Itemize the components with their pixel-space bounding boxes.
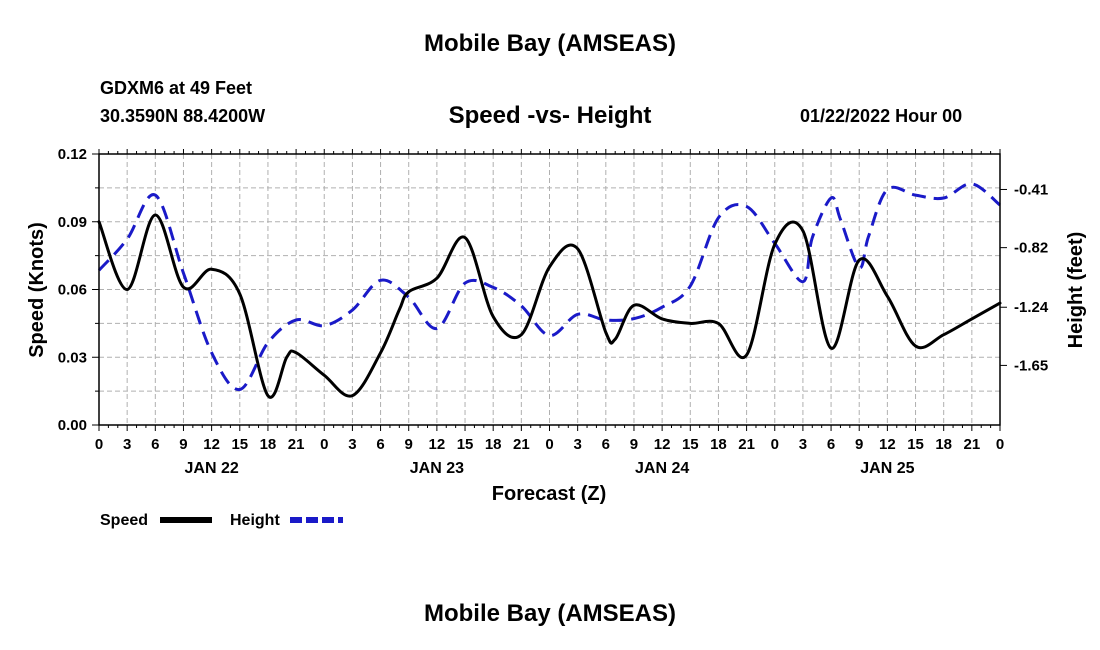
y-tick-label: 0.03	[58, 349, 87, 366]
x-tick-label: 0	[771, 436, 779, 453]
main-title: Mobile Bay (AMSEAS)	[423, 30, 677, 57]
tick-layer	[92, 149, 1007, 431]
day-label: JAN 24	[635, 460, 689, 477]
y-tick-label: 0.12	[58, 146, 87, 163]
x-axis-label: Forecast (Z)	[492, 483, 606, 505]
chart-title: Speed -vs- Height	[448, 102, 652, 129]
y2-tick-label: -0.41	[1014, 181, 1048, 198]
coordinates-label: 30.3590N 88.4200W	[100, 106, 266, 126]
x-tick-label: 0	[996, 436, 1004, 453]
x-tick-label: 9	[405, 436, 413, 453]
x-tick-label: 6	[376, 436, 384, 453]
x-tick-label: 15	[231, 436, 248, 453]
x-tick-label: 12	[654, 436, 671, 453]
y-tick-label: 0.09	[58, 214, 87, 231]
y2-tick-label: -1.65	[1014, 357, 1048, 374]
y2-tick-label: -0.82	[1014, 240, 1048, 257]
station-label: GDXM6 at 49 Feet	[100, 78, 253, 98]
day-label: JAN 23	[410, 460, 464, 477]
x-tick-label: 15	[682, 436, 699, 453]
x-tick-label: 9	[855, 436, 863, 453]
day-label: JAN 25	[860, 460, 914, 477]
x-tick-label: 18	[260, 436, 277, 453]
x-tick-label: 12	[879, 436, 896, 453]
y-tick-label: 0.06	[58, 282, 87, 299]
y-tick-label: 0.00	[58, 417, 87, 434]
x-tick-label: 15	[457, 436, 474, 453]
x-tick-label: 0	[545, 436, 553, 453]
x-tick-label: 6	[827, 436, 835, 453]
x-tick-label: 21	[513, 436, 530, 453]
x-tick-label: 0	[320, 436, 328, 453]
x-tick-label: 3	[123, 436, 131, 453]
x-tick-label: 9	[179, 436, 187, 453]
x-tick-label: 15	[907, 436, 924, 453]
x-tick-label: 3	[573, 436, 581, 453]
x-tick-label: 18	[485, 436, 502, 453]
y2-axis-label: Height (feet)	[1065, 232, 1087, 349]
grid-layer	[99, 154, 1000, 425]
legend-label-height: Height	[230, 512, 280, 529]
x-tick-label: 12	[203, 436, 220, 453]
y-axis-label: Speed (Knots)	[26, 222, 48, 358]
x-tick-label: 18	[935, 436, 952, 453]
x-tick-label: 12	[429, 436, 446, 453]
x-tick-label: 21	[964, 436, 981, 453]
label-layer: 0 3 6 9 12 15 18 21 0 3 6 9 12 15 18 21 0 3 6 9 12 15 18 21 0 3 6 9…	[58, 146, 1049, 477]
height-series-line	[97, 182, 1001, 391]
x-tick-label: 6	[151, 436, 159, 453]
series-layer	[97, 182, 1002, 399]
day-label: JAN 22	[185, 460, 239, 477]
x-tick-label: 3	[348, 436, 356, 453]
x-tick-label: 18	[710, 436, 727, 453]
legend-label-speed: Speed	[100, 512, 148, 529]
x-tick-label: 6	[602, 436, 610, 453]
x-tick-label: 3	[799, 436, 807, 453]
x-tick-label: 21	[738, 436, 755, 453]
legend: Speed Height	[100, 512, 343, 529]
x-tick-label: 21	[288, 436, 305, 453]
datetime-label: 01/22/2022 Hour 00	[800, 106, 963, 126]
y2-tick-label: -1.24	[1014, 299, 1049, 316]
bottom-title: Mobile Bay (AMSEAS)	[423, 600, 677, 627]
speed-series-line	[97, 213, 1002, 399]
x-tick-label: 9	[630, 436, 638, 453]
x-tick-label: 0	[95, 436, 103, 453]
